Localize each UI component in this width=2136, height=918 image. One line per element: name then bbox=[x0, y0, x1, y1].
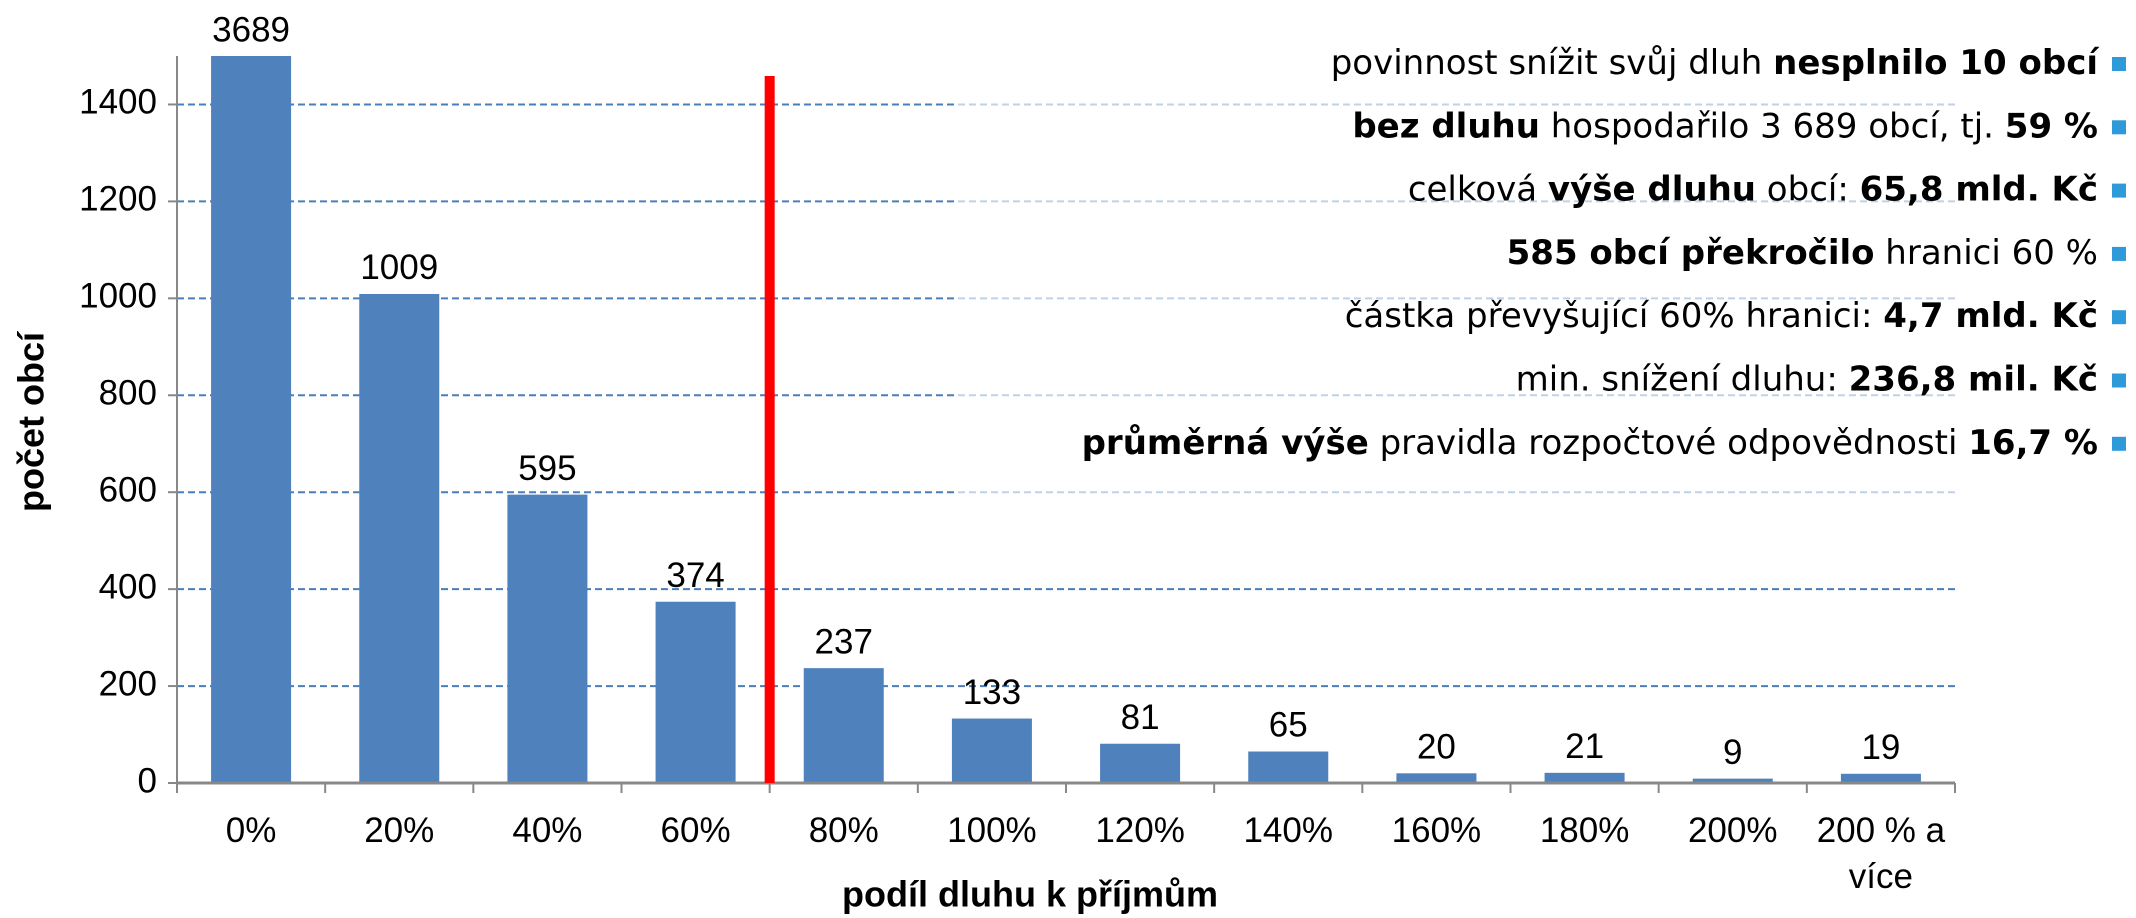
data-label: 9 bbox=[1723, 733, 1742, 772]
note-part: povinnost snížit svůj dluh bbox=[1331, 43, 1773, 83]
note-bullet bbox=[2112, 373, 2126, 388]
y-tick-label: 800 bbox=[99, 374, 157, 413]
x-tick-label: 140% bbox=[1243, 811, 1333, 850]
note-part: hranici 60 % bbox=[1875, 232, 2099, 272]
y-tick-label: 1400 bbox=[79, 83, 157, 122]
note: průměrná výše pravidla rozpočtové odpově… bbox=[1082, 422, 2098, 462]
x-tick-label: 180% bbox=[1539, 811, 1630, 850]
x-tick-label: 20% bbox=[364, 811, 435, 850]
data-label: 21 bbox=[1565, 727, 1604, 766]
y-tick-label: 400 bbox=[99, 567, 157, 606]
bar bbox=[1544, 772, 1625, 783]
bar bbox=[507, 494, 588, 783]
bar bbox=[951, 718, 1032, 783]
note-part: obcí: bbox=[1756, 169, 1860, 209]
note: min. snížení dluhu: 236,8 mil. Kč bbox=[1516, 359, 2098, 399]
data-label: 133 bbox=[963, 673, 1021, 712]
note-bullet bbox=[2112, 310, 2126, 325]
note-bullet bbox=[2112, 183, 2126, 198]
note-part: částka převyšující 60% hranici: bbox=[1345, 296, 1884, 336]
note: povinnost snížit svůj dluh nesplnilo 10 … bbox=[1331, 43, 2101, 83]
note-part: 236,8 mil. Kč bbox=[1849, 359, 2098, 399]
data-label: 19 bbox=[1861, 728, 1900, 767]
note-part: 59 % bbox=[2005, 106, 2098, 146]
x-tick-label: 0% bbox=[225, 811, 277, 850]
note: bez dluhu hospodařilo 3 689 obcí, tj. 59… bbox=[1352, 106, 2098, 146]
y-tick-label: 1200 bbox=[79, 180, 157, 219]
note-part: 65,8 mld. Kč bbox=[1860, 169, 2098, 209]
bar bbox=[211, 56, 292, 783]
note-part: pravidla rozpočtové odpovědnosti bbox=[1369, 422, 1968, 462]
x-tick-label: 40% bbox=[512, 811, 583, 850]
x-tick-label: 60% bbox=[660, 811, 731, 850]
bar bbox=[359, 293, 440, 783]
note-part: bez dluhu bbox=[1352, 106, 1540, 146]
bar bbox=[803, 668, 884, 783]
x-tick-label: 120% bbox=[1095, 811, 1185, 850]
y-tick-label: 0 bbox=[138, 761, 157, 800]
data-label: 1009 bbox=[360, 248, 438, 287]
x-axis-label: podíl dluhu k příjmům bbox=[842, 874, 1218, 915]
note-part: nesplnilo 10 obcí bbox=[1773, 43, 2100, 83]
bar bbox=[1396, 773, 1477, 783]
note: celková výše dluhu obcí: 65,8 mld. Kč bbox=[1408, 169, 2098, 209]
note-part: 16,7 % bbox=[1968, 422, 2098, 462]
data-label: 20 bbox=[1417, 728, 1456, 767]
note-bullet bbox=[2112, 120, 2126, 135]
data-label: 374 bbox=[666, 556, 724, 595]
notes-background bbox=[955, 36, 1965, 496]
note-bullet bbox=[2112, 57, 2126, 71]
y-tick-label: 200 bbox=[99, 664, 157, 703]
bar bbox=[655, 601, 736, 783]
bar bbox=[1248, 751, 1329, 783]
note-part: min. snížení dluhu: bbox=[1516, 359, 1849, 399]
note-part: hospodařilo 3 689 obcí, tj. bbox=[1540, 106, 2005, 146]
data-label: 81 bbox=[1121, 698, 1160, 737]
note: částka převyšující 60% hranici: 4,7 mld.… bbox=[1345, 296, 2098, 336]
data-label: 595 bbox=[518, 449, 576, 488]
bar bbox=[1692, 778, 1773, 783]
note-bullet bbox=[2112, 246, 2126, 261]
x-tick-label: 200 % a více bbox=[1816, 811, 1946, 896]
note-bullet bbox=[2112, 436, 2126, 451]
note-part: 4,7 mld. Kč bbox=[1883, 296, 2098, 336]
note-part: výše dluhu bbox=[1548, 169, 1756, 209]
note-part: průměrná výše bbox=[1082, 422, 1369, 462]
y-tick-label: 600 bbox=[99, 470, 157, 509]
x-tick-label: 100% bbox=[947, 811, 1037, 850]
note: 585 obcí překročilo hranici 60 % bbox=[1507, 232, 2098, 272]
y-tick-label: 1000 bbox=[79, 277, 157, 316]
note-part: 585 obcí překročilo bbox=[1507, 232, 1875, 272]
x-tick-label: 80% bbox=[808, 811, 879, 850]
data-label: 237 bbox=[815, 622, 873, 661]
x-tick-label: 200% bbox=[1687, 811, 1778, 850]
bar bbox=[1840, 773, 1921, 783]
data-label: 3689 bbox=[212, 10, 290, 49]
note-part: celková bbox=[1408, 169, 1548, 209]
x-tick-label: 160% bbox=[1391, 811, 1482, 850]
bar bbox=[1100, 743, 1181, 783]
y-axis-label: počet obcí bbox=[11, 331, 52, 512]
data-label: 65 bbox=[1269, 706, 1308, 745]
